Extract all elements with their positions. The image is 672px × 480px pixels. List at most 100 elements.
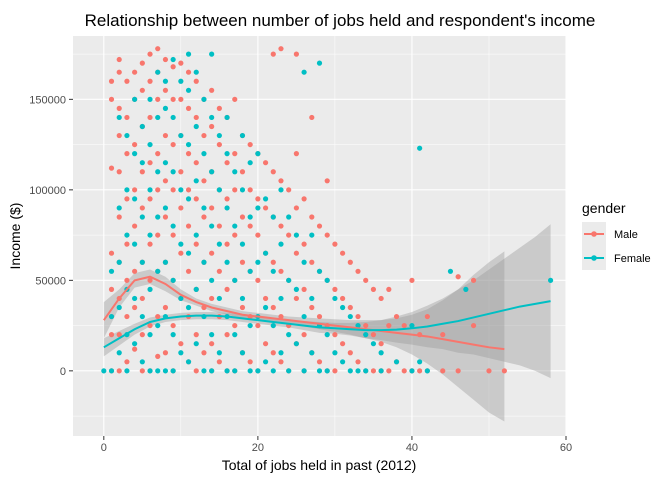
point-female xyxy=(293,286,299,292)
point-male xyxy=(139,87,145,93)
point-male xyxy=(309,259,315,265)
point-male xyxy=(124,277,130,283)
confidence-band-female xyxy=(103,224,551,379)
point-male xyxy=(139,368,145,374)
point-male xyxy=(216,141,222,148)
point-male xyxy=(347,350,353,356)
point-female xyxy=(155,214,161,220)
legend-label-female: Female xyxy=(614,253,651,265)
point-female xyxy=(155,169,161,175)
point-male xyxy=(293,250,299,256)
point-female xyxy=(417,145,423,151)
point-female xyxy=(178,132,184,139)
point-female xyxy=(132,295,138,302)
point-female xyxy=(170,368,176,374)
point-male xyxy=(209,341,215,347)
point-male xyxy=(224,332,230,338)
point-male xyxy=(132,346,138,352)
point-male xyxy=(324,232,330,238)
point-female xyxy=(393,359,400,365)
point-male xyxy=(132,141,138,148)
point-male xyxy=(216,105,222,111)
point-female xyxy=(108,268,115,274)
point-female xyxy=(247,322,253,329)
point-male xyxy=(332,332,338,338)
point-female xyxy=(209,51,215,57)
point-male xyxy=(108,78,115,84)
point-male xyxy=(262,341,269,347)
point-female xyxy=(124,132,130,139)
point-male xyxy=(147,196,153,202)
point-female xyxy=(340,304,346,311)
point-female xyxy=(355,368,361,374)
point-male xyxy=(293,151,299,157)
point-male xyxy=(178,250,184,256)
point-female xyxy=(185,141,192,148)
point-male xyxy=(270,51,276,57)
point-male xyxy=(278,178,284,184)
point-male xyxy=(316,223,323,229)
point-male xyxy=(185,69,192,75)
point-female xyxy=(209,114,215,121)
point-male xyxy=(209,123,215,130)
point-female xyxy=(447,268,454,274)
point-male xyxy=(239,304,246,311)
point-male xyxy=(155,46,161,52)
point-male xyxy=(293,295,299,302)
point-female xyxy=(224,114,230,121)
point-male xyxy=(116,69,122,75)
point-female xyxy=(147,96,153,102)
point-female xyxy=(201,96,207,102)
point-female xyxy=(232,169,238,175)
point-female xyxy=(147,232,153,238)
point-female xyxy=(293,341,299,347)
point-male xyxy=(378,295,384,302)
point-female xyxy=(216,187,222,193)
y-tick-label: 50000 xyxy=(35,275,66,287)
point-female xyxy=(162,78,169,84)
point-female xyxy=(463,286,469,292)
point-male xyxy=(232,322,238,329)
point-female xyxy=(170,56,176,63)
trend-line-male xyxy=(102,275,505,351)
point-male xyxy=(178,205,184,211)
point-female xyxy=(132,151,138,157)
chart-title: Relationship between number of jobs held… xyxy=(85,11,596,30)
point-female xyxy=(255,205,261,211)
point-male xyxy=(178,341,184,347)
point-male xyxy=(193,78,199,84)
point-male xyxy=(301,196,307,202)
point-male xyxy=(185,187,192,193)
point-female xyxy=(201,205,207,211)
point-female xyxy=(278,187,284,193)
point-male xyxy=(185,151,192,157)
point-male xyxy=(162,214,169,220)
legend-key-female-dot xyxy=(591,255,597,261)
point-male xyxy=(378,341,384,347)
point-female xyxy=(247,368,253,374)
point-female xyxy=(340,359,346,365)
point-male xyxy=(347,304,353,311)
y-tick-label: 150000 xyxy=(29,94,66,106)
point-male xyxy=(224,160,230,166)
point-male xyxy=(332,241,338,247)
point-female xyxy=(262,196,269,202)
point-male xyxy=(193,114,199,121)
x-axis-title: Total of jobs held in past (2012) xyxy=(222,457,417,473)
point-female xyxy=(162,259,169,265)
point-female xyxy=(101,368,107,374)
point-female xyxy=(293,232,299,238)
point-female xyxy=(116,350,122,356)
point-female xyxy=(301,259,307,265)
point-male xyxy=(124,114,130,121)
point-female xyxy=(139,214,145,220)
point-female xyxy=(270,268,276,274)
point-male xyxy=(278,46,284,52)
point-male xyxy=(116,132,122,139)
point-female xyxy=(116,304,122,311)
point-female xyxy=(201,259,207,265)
point-male xyxy=(370,368,377,374)
point-male xyxy=(124,359,130,365)
point-male xyxy=(401,368,407,374)
point-female xyxy=(209,169,215,175)
